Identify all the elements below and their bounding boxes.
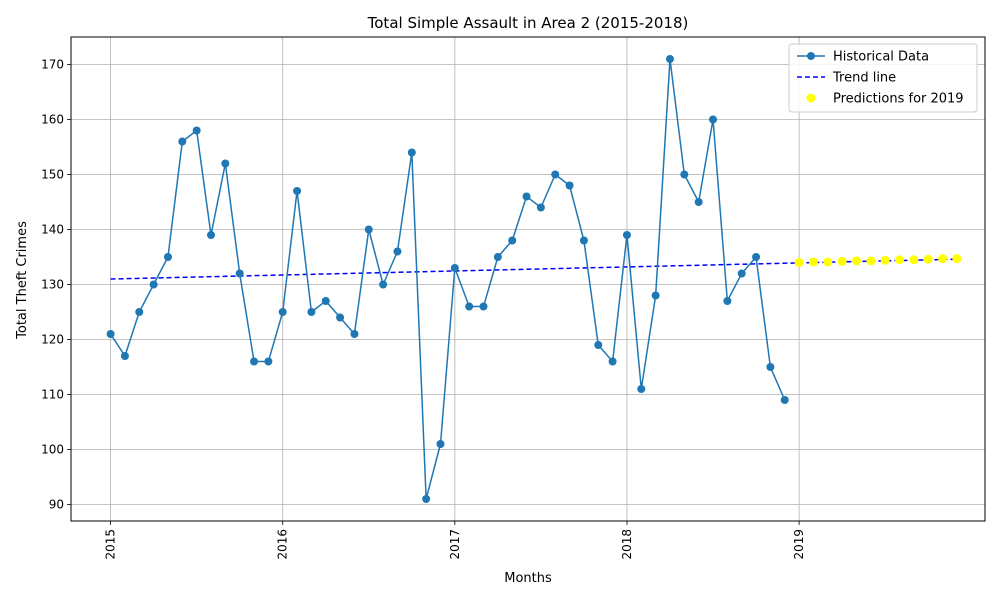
historical-data-point [235,269,244,278]
historical-data-point [766,363,775,371]
historical-data-point [465,302,474,311]
historical-data-point [450,264,459,272]
historical-data-point [737,269,746,278]
legend-historical-label: Historical Data [833,50,929,65]
historical-data-point [493,253,502,261]
historical-data-point [293,187,302,195]
y-tick-label: 110 [41,388,64,402]
plot-frame [70,36,986,522]
historical-data-point [579,236,588,245]
legend: Historical Data Trend line Predictions f… [788,43,978,113]
legend-historical-marker [807,52,815,60]
historical-data-point [106,330,115,338]
historical-data-point [622,231,631,239]
prediction-point [851,256,861,266]
historical-data-point [709,115,718,124]
x-tick-label: 2017 [448,529,462,560]
x-tick-label: 2015 [104,529,118,560]
y-tick-label: 130 [41,278,64,292]
legend-prediction-marker [806,93,816,103]
y-tick-label: 170 [41,58,64,72]
prediction-point [794,258,804,267]
historical-data-point [665,55,674,63]
historical-data-point [163,253,172,261]
prediction-point [808,257,818,267]
historical-data-point [393,247,402,256]
prediction-point [823,257,833,267]
y-tick-label: 100 [41,443,64,457]
historical-data-point [637,385,646,393]
historical-data-point [120,352,129,360]
historical-data-point [192,126,201,135]
historical-data-point [436,440,445,448]
prediction-point [952,254,962,264]
prediction-point [909,255,919,265]
historical-data-point [780,396,789,404]
historical-data-point [407,148,416,157]
historical-data-point [336,313,345,322]
historical-data-point [307,308,316,316]
historical-data-point [651,291,660,300]
legend-trend-label: Trend line [832,71,896,86]
historical-data-point [680,170,689,179]
prediction-point [923,254,933,264]
grid [71,37,985,521]
prediction-point [866,256,876,266]
x-tick-label: 2019 [792,529,806,560]
historical-data-point [594,341,603,349]
historical-series-layer [106,55,789,503]
prediction-point [880,255,890,265]
y-tick-label: 120 [41,333,64,347]
prediction-series-layer [794,254,962,267]
historical-data-point [422,495,431,503]
historical-data-point [752,253,761,261]
y-tick-label: 140 [41,223,64,237]
chart-title: Total Simple Assault in Area 2 (2015-201… [367,14,689,32]
historical-data-point [178,137,187,146]
historical-data-point [206,231,215,239]
historical-data-point [364,225,373,234]
x-axis-label: Months [504,571,552,586]
y-tick-label: 90 [49,498,64,512]
x-axis-ticks: 2015 2016 2017 2018 2019 [104,521,806,560]
y-tick-label: 160 [41,113,64,127]
x-tick-label: 2018 [620,529,634,560]
historical-data-point [135,308,144,316]
historical-data-point [278,308,287,316]
historical-data-point [479,302,488,311]
historical-data-point [379,280,388,289]
historical-data-point [221,159,230,168]
x-tick-label: 2016 [276,529,290,560]
legend-prediction-label: Predictions for 2019 [833,92,964,107]
historical-data-point [522,192,531,201]
historical-data-point [536,203,545,212]
prediction-point [837,256,847,266]
y-axis-ticks: 90 100 110 120 130 140 150 160 170 [41,58,71,512]
historical-data-point [551,170,560,179]
historical-data-point [694,198,703,206]
historical-data-point [350,330,359,338]
y-tick-label: 150 [41,168,64,182]
historical-data-point [608,357,617,366]
prediction-point [938,254,948,264]
historical-data-point [321,297,330,305]
historical-data-point [508,236,517,245]
prediction-point [895,255,905,265]
y-axis-label: Total Theft Crimes [15,221,30,340]
historical-data-point [149,280,158,289]
historical-data-point [264,357,273,366]
historical-series-line [109,58,786,500]
historical-data-point [250,357,259,366]
historical-data-point [565,181,574,190]
legend-box [788,43,978,113]
historical-data-point [723,297,732,305]
